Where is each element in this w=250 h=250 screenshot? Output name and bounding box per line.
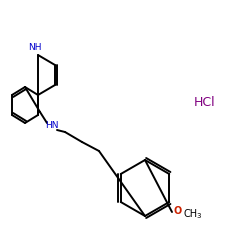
Text: O: O	[174, 206, 182, 216]
Text: HN: HN	[45, 120, 59, 130]
Text: 3: 3	[196, 213, 200, 219]
Text: CH: CH	[183, 209, 197, 219]
Text: HCl: HCl	[194, 96, 216, 108]
Text: NH: NH	[28, 42, 42, 51]
